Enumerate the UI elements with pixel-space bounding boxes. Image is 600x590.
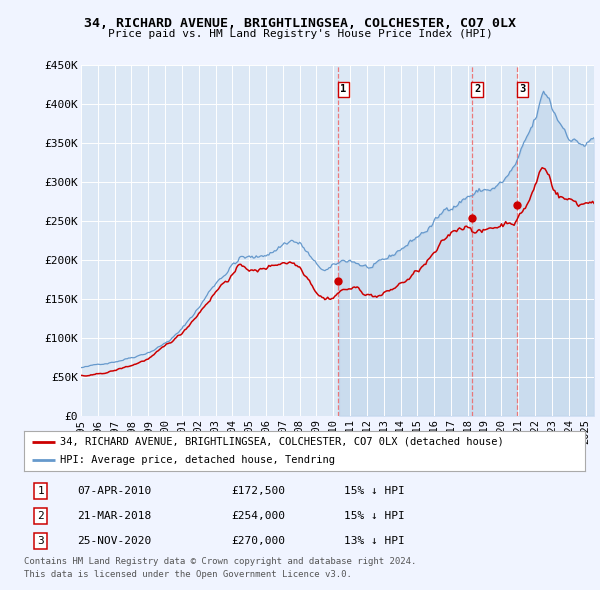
Text: 2: 2 xyxy=(474,84,481,94)
Text: 2: 2 xyxy=(37,511,44,521)
Text: 15% ↓ HPI: 15% ↓ HPI xyxy=(344,486,404,496)
Text: 07-APR-2010: 07-APR-2010 xyxy=(77,486,152,496)
Text: 13% ↓ HPI: 13% ↓ HPI xyxy=(344,536,404,546)
Text: 3: 3 xyxy=(519,84,526,94)
Text: Price paid vs. HM Land Registry's House Price Index (HPI): Price paid vs. HM Land Registry's House … xyxy=(107,29,493,39)
Text: £172,500: £172,500 xyxy=(232,486,286,496)
Text: £270,000: £270,000 xyxy=(232,536,286,546)
Text: 3: 3 xyxy=(37,536,44,546)
Text: 1: 1 xyxy=(340,84,347,94)
Text: HPI: Average price, detached house, Tendring: HPI: Average price, detached house, Tend… xyxy=(61,455,335,465)
Text: 21-MAR-2018: 21-MAR-2018 xyxy=(77,511,152,521)
Text: 1: 1 xyxy=(37,486,44,496)
Text: 34, RICHARD AVENUE, BRIGHTLINGSEA, COLCHESTER, CO7 0LX: 34, RICHARD AVENUE, BRIGHTLINGSEA, COLCH… xyxy=(84,17,516,30)
Text: 15% ↓ HPI: 15% ↓ HPI xyxy=(344,511,404,521)
Text: 25-NOV-2020: 25-NOV-2020 xyxy=(77,536,152,546)
Text: £254,000: £254,000 xyxy=(232,511,286,521)
Text: 34, RICHARD AVENUE, BRIGHTLINGSEA, COLCHESTER, CO7 0LX (detached house): 34, RICHARD AVENUE, BRIGHTLINGSEA, COLCH… xyxy=(61,437,504,447)
Text: This data is licensed under the Open Government Licence v3.0.: This data is licensed under the Open Gov… xyxy=(24,570,352,579)
Text: Contains HM Land Registry data © Crown copyright and database right 2024.: Contains HM Land Registry data © Crown c… xyxy=(24,557,416,566)
